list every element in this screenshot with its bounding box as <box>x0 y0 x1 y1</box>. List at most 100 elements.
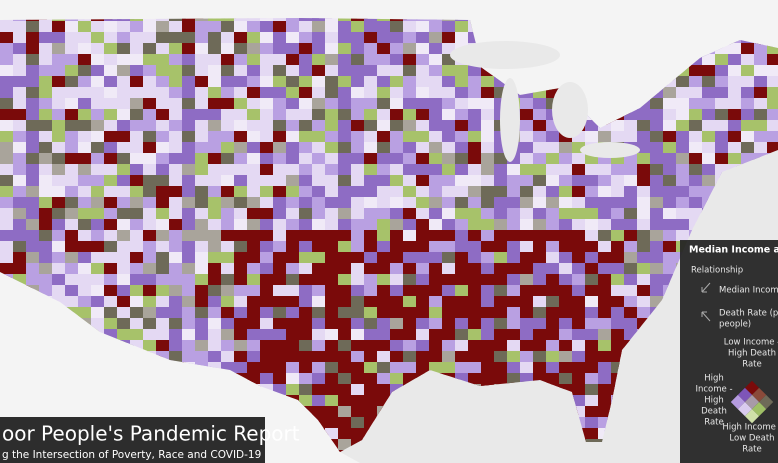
county <box>338 43 355 57</box>
county <box>598 384 615 397</box>
county <box>455 109 470 122</box>
county <box>650 164 665 178</box>
county <box>312 208 327 222</box>
county <box>247 21 265 34</box>
county <box>481 274 497 288</box>
county <box>442 18 459 23</box>
county <box>52 54 68 69</box>
county <box>156 307 172 321</box>
county <box>754 54 769 69</box>
county <box>26 164 42 177</box>
county <box>117 230 135 245</box>
county <box>390 296 405 310</box>
county <box>637 219 655 232</box>
county <box>312 230 327 243</box>
report-title: oor People's Pandemic Report <box>2 422 300 446</box>
county <box>143 340 158 353</box>
county <box>208 32 225 45</box>
legend-background <box>680 240 778 463</box>
county <box>156 197 174 210</box>
county <box>260 65 275 79</box>
county <box>234 109 250 123</box>
county <box>130 274 147 289</box>
county <box>546 252 563 266</box>
county <box>78 54 94 68</box>
county <box>715 98 731 113</box>
lake-superior <box>450 41 560 69</box>
county <box>260 142 276 157</box>
county <box>338 21 354 34</box>
key-label: Low Income - <box>724 338 778 348</box>
county <box>195 219 211 234</box>
county <box>78 120 95 135</box>
county <box>390 329 405 343</box>
county <box>143 18 161 24</box>
county <box>299 318 317 331</box>
county <box>234 142 251 157</box>
county <box>52 87 67 101</box>
legend-panel: Median Income and De Relationship Median… <box>680 240 778 463</box>
county <box>559 274 575 288</box>
county <box>39 120 56 134</box>
county <box>767 142 778 159</box>
county <box>273 340 291 353</box>
county <box>65 285 82 298</box>
county <box>442 197 457 211</box>
county <box>325 76 341 90</box>
county <box>338 65 354 78</box>
key-label: Death <box>701 407 727 417</box>
county <box>325 175 340 188</box>
county <box>442 175 458 188</box>
county <box>234 296 250 309</box>
county <box>715 65 730 79</box>
county <box>364 109 379 124</box>
key-label: High <box>704 396 724 406</box>
county <box>338 197 353 210</box>
county <box>143 164 160 178</box>
county <box>195 43 212 56</box>
county <box>403 307 419 322</box>
county <box>767 120 778 137</box>
county <box>767 76 778 93</box>
county <box>13 54 30 67</box>
county <box>91 21 108 34</box>
county <box>169 109 185 123</box>
county <box>117 76 132 90</box>
county <box>325 417 342 431</box>
county <box>247 285 265 299</box>
county <box>546 186 562 200</box>
county <box>130 175 146 189</box>
county <box>637 175 653 188</box>
county <box>351 208 366 222</box>
county <box>195 54 211 68</box>
county <box>416 362 431 375</box>
county <box>234 76 250 90</box>
county <box>299 18 319 23</box>
county <box>598 307 614 320</box>
county <box>442 340 457 353</box>
county <box>286 65 301 79</box>
county <box>429 241 445 254</box>
county <box>104 318 122 332</box>
county <box>507 351 525 365</box>
county <box>26 186 43 200</box>
county <box>741 131 757 145</box>
county <box>455 351 471 366</box>
county <box>26 263 43 277</box>
county <box>221 18 237 24</box>
county <box>13 219 31 233</box>
county <box>286 340 302 354</box>
mexico <box>0 270 360 463</box>
county <box>416 76 433 89</box>
county <box>0 18 19 23</box>
county <box>338 153 353 166</box>
county <box>559 307 576 322</box>
county <box>442 109 460 123</box>
county <box>0 153 17 167</box>
county <box>39 32 55 46</box>
county <box>65 18 85 23</box>
title-background <box>0 417 265 463</box>
county <box>234 362 250 375</box>
county <box>351 230 368 244</box>
